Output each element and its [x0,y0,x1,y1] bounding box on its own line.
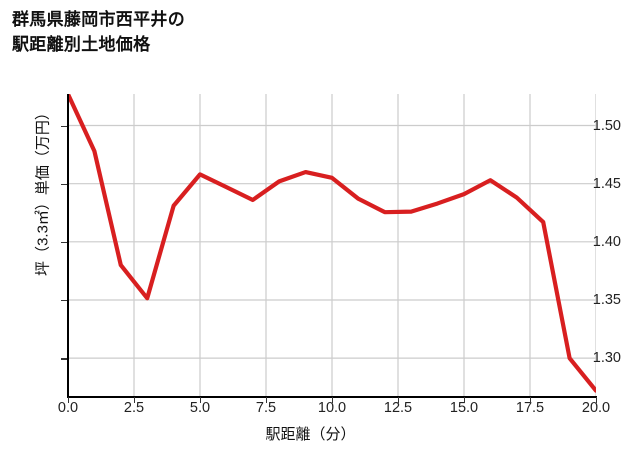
x-tick-label: 7.5 [255,400,277,416]
data-series-layer [68,94,596,393]
x-tick-label: 17.5 [515,400,545,416]
y-tick-mark [61,241,67,244]
y-axis-title: 坪（3.3㎡）単価（万円） [34,105,52,276]
x-tick-mark [68,397,70,403]
x-axis-title: 駅距離（分） [265,426,356,443]
x-tick-label: 5.0 [189,400,211,416]
y-tick-mark [61,299,67,302]
plot-svg [68,94,596,397]
y-axis-spine [67,94,69,398]
y-tick-label: 1.50 [592,117,621,134]
x-tick-label: 15.0 [449,400,479,416]
x-tick-label: 2.5 [123,400,145,416]
x-tick-label: 0.0 [57,400,79,416]
y-tick-mark [61,183,67,186]
vertical-gridlines [68,94,596,397]
x-tick-mark [530,397,532,403]
x-tick-mark [200,397,202,403]
x-axis-spine [67,396,597,398]
x-tick-label: 12.5 [383,400,413,416]
y-tick-label: 1.35 [592,291,621,308]
x-tick-label: 10.0 [317,400,347,416]
chart-title: 群馬県藤岡市西平井の 駅距離別土地価格 [12,10,185,54]
y-tick-label: 1.40 [592,233,621,250]
x-tick-mark [464,397,466,403]
y-tick-label: 1.45 [592,175,621,192]
x-tick-mark [596,397,598,403]
data-line-price [68,94,596,393]
y-tick-label: 1.30 [592,350,621,367]
x-tick-label: 20.0 [581,400,611,416]
x-tick-mark [134,397,136,403]
y-tick-mark [61,125,67,127]
x-tick-mark [398,397,400,403]
y-tick-mark [61,358,67,360]
x-tick-mark [266,397,268,403]
x-tick-mark [332,397,334,403]
plot-area [68,94,596,397]
